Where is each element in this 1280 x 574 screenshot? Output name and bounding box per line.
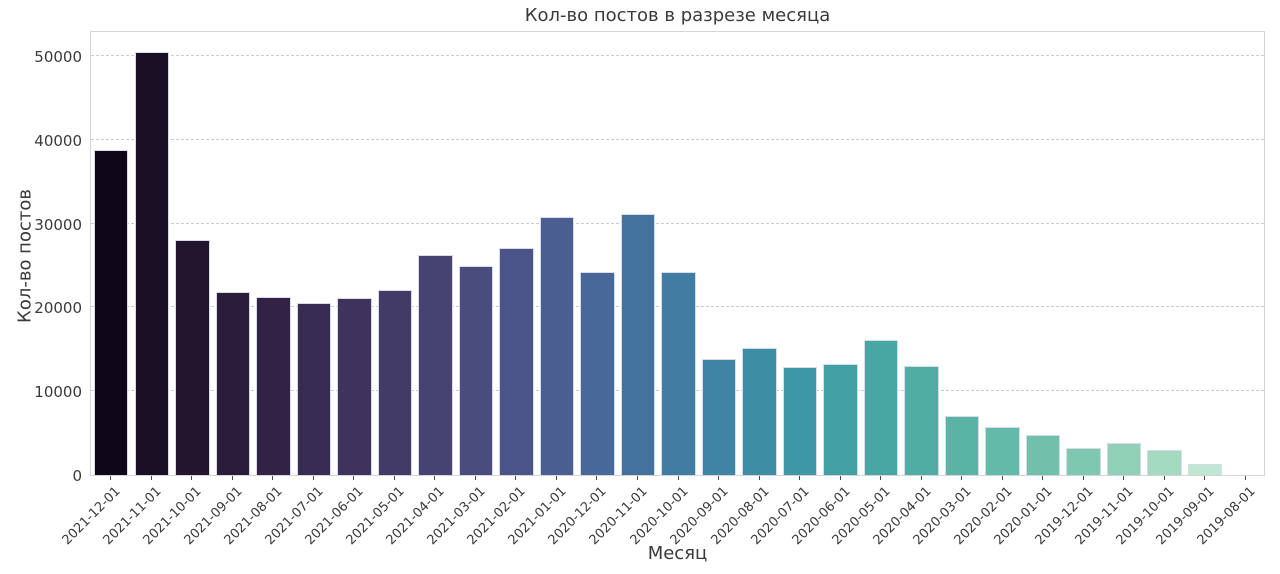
bar-2020-02-01 xyxy=(985,427,1020,475)
gridline-30000 xyxy=(91,222,1264,224)
bar-2020-05-01 xyxy=(863,340,899,475)
y-tick-label: 40000 xyxy=(34,131,82,150)
x-tick-mark xyxy=(1042,476,1044,480)
x-tick-mark xyxy=(920,476,922,480)
x-tick-mark xyxy=(636,476,638,480)
x-tick-mark xyxy=(353,476,355,480)
y-tick-label: 50000 xyxy=(34,47,82,66)
bar-2019-12-01 xyxy=(1066,448,1101,475)
y-tick-label: 10000 xyxy=(34,383,82,402)
x-tick-mark xyxy=(1123,476,1125,480)
bar-2021-10-01 xyxy=(175,240,210,475)
x-tick-mark xyxy=(515,476,517,480)
x-tick-mark xyxy=(312,476,314,480)
x-tick-mark xyxy=(677,476,679,480)
x-tick-mark xyxy=(555,476,557,480)
x-tick-mark xyxy=(393,476,395,480)
x-tick-mark xyxy=(191,476,193,480)
bar-2021-01-01 xyxy=(539,216,575,475)
bar-2020-11-01 xyxy=(620,213,656,475)
bar-2021-07-01 xyxy=(296,303,332,475)
x-tick-mark xyxy=(880,476,882,480)
gridline-50000 xyxy=(91,54,1264,56)
x-tick-mark xyxy=(110,476,112,480)
y-tick-label: 20000 xyxy=(34,299,82,318)
x-tick-mark xyxy=(799,476,801,480)
bar-2019-11-01 xyxy=(1106,443,1142,475)
bar-2021-06-01 xyxy=(337,298,372,475)
x-tick-mark xyxy=(1163,476,1165,480)
bar-2020-10-01 xyxy=(661,272,696,475)
x-tick-mark xyxy=(150,476,152,480)
bar-2020-06-01 xyxy=(823,364,858,475)
bar-2021-05-01 xyxy=(377,289,413,475)
x-tick-mark xyxy=(1001,476,1003,480)
chart-title: Кол-во постов в разрезе месяца xyxy=(524,5,831,26)
bar-2021-03-01 xyxy=(458,265,494,475)
bar-2020-04-01 xyxy=(904,366,939,475)
x-tick-mark xyxy=(1082,476,1084,480)
x-tick-mark xyxy=(961,476,963,480)
y-tick-label: 0 xyxy=(72,467,82,485)
x-tick-mark xyxy=(839,476,841,480)
bar-2020-01-01 xyxy=(1025,434,1061,475)
x-axis-label: Месяц xyxy=(647,543,708,564)
x-tick-mark xyxy=(474,476,476,480)
x-tick-mark xyxy=(758,476,760,480)
x-tick-mark xyxy=(1244,476,1246,480)
x-tick-mark xyxy=(596,476,598,480)
x-tick-mark xyxy=(434,476,436,480)
bar-2019-10-01 xyxy=(1147,449,1182,475)
y-tick-label: 30000 xyxy=(34,215,82,234)
plot-area xyxy=(90,31,1265,476)
bar-2021-11-01 xyxy=(134,51,169,475)
x-tick-mark xyxy=(272,476,274,480)
bar-2020-07-01 xyxy=(782,366,818,475)
gridline-40000 xyxy=(91,138,1264,140)
bar-2021-09-01 xyxy=(215,292,251,475)
bar-2019-09-01 xyxy=(1188,464,1223,475)
bar-2021-12-01 xyxy=(94,149,129,475)
x-tick-mark xyxy=(718,476,720,480)
bar-2021-08-01 xyxy=(256,297,291,475)
bar-2020-08-01 xyxy=(742,347,777,475)
x-tick-mark xyxy=(231,476,233,480)
bar-2020-09-01 xyxy=(701,358,737,475)
bar-2021-04-01 xyxy=(418,254,453,475)
x-tick-mark xyxy=(1204,476,1206,480)
bar-2020-03-01 xyxy=(944,416,980,475)
bar-2020-12-01 xyxy=(580,272,615,475)
bar-2021-02-01 xyxy=(499,247,534,475)
